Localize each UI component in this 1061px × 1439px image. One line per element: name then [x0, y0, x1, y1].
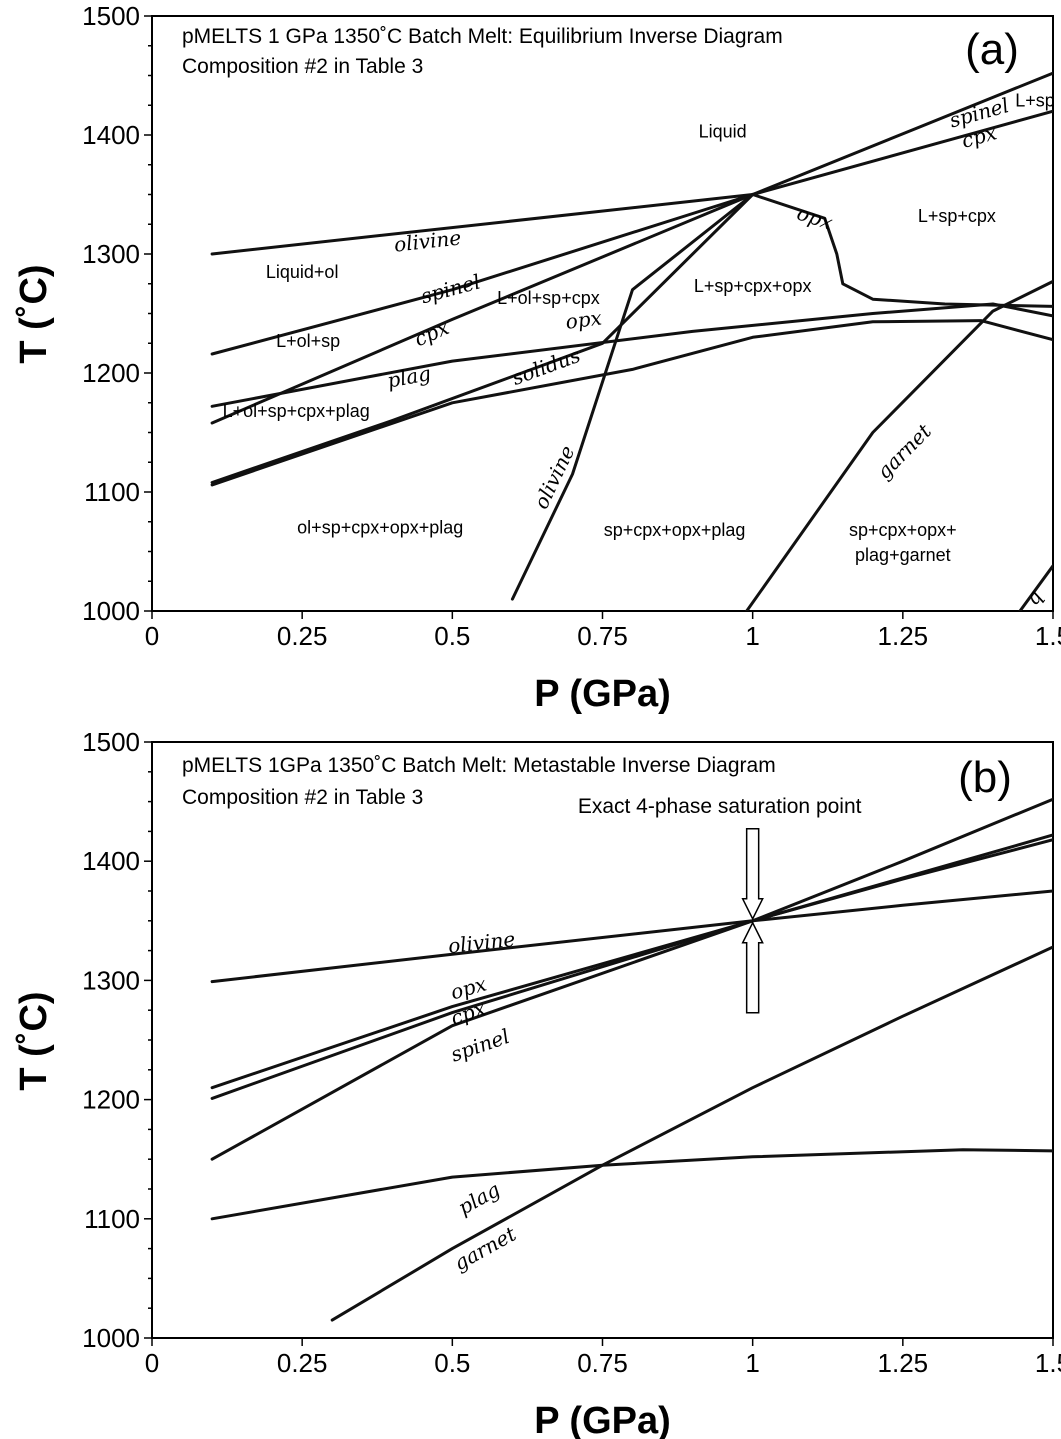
chart-title: pMELTS 1 GPa 1350˚C Batch Melt: Equilibr… — [182, 25, 783, 48]
y-axis-title: T (˚C) — [13, 991, 55, 1090]
phase-boundary-curve — [210, 193, 755, 256]
y-tick-label: 1200 — [82, 358, 140, 388]
y-axis-title: T (˚C) — [13, 264, 55, 363]
x-tick-label: 0.75 — [577, 1348, 628, 1378]
x-tick-label: 0.25 — [277, 621, 328, 651]
phase-boundary-curve — [210, 319, 1053, 487]
field-label: plag+garnet — [855, 545, 951, 565]
field-label: L+sp — [1015, 90, 1055, 110]
curve-label: opx — [564, 306, 603, 334]
curve-label: opx — [794, 201, 836, 235]
phase-boundary-curve — [210, 193, 755, 356]
phase-boundary-cpx — [210, 838, 1053, 1100]
panel-b: 1000 1100 1200 1300 1400 1500 0 0.25 0.5 0.75 1 1.2… — [13, 727, 1061, 1439]
x-axis-title: P (GPa) — [534, 1400, 671, 1439]
curve-label: plag — [454, 1177, 504, 1219]
y-tick-label: 1100 — [84, 477, 140, 507]
y-tick-label: 1400 — [82, 846, 140, 876]
chart-title: pMELTS 1GPa 1350˚C Batch Melt: Metastabl… — [182, 754, 776, 777]
curve-label: olivine — [393, 225, 462, 256]
phase-boundary-curve — [751, 71, 1053, 196]
field-label: ol+sp+cpx+opx+plag — [297, 518, 463, 538]
phase-boundary-curve — [510, 193, 755, 601]
phase-boundary-curve — [1018, 564, 1053, 611]
x-tick-label: 1.5 — [1035, 1348, 1061, 1378]
phase-boundary-curve — [210, 193, 755, 425]
y-tick-label: 1200 — [82, 1085, 140, 1115]
phase-boundary-curve — [210, 193, 755, 484]
x-tick-label: 0.25 — [277, 1348, 328, 1378]
x-tick-label: 0.5 — [434, 1348, 470, 1378]
x-tick-label: 1.25 — [878, 1348, 929, 1378]
phase-boundary-plag — [210, 1148, 1053, 1221]
chart-subtitle: Composition #2 in Table 3 — [182, 786, 423, 809]
annotation-label: Exact 4-phase saturation point — [578, 795, 862, 818]
field-label: Liquid+ol — [266, 262, 339, 282]
x-tick-label: 0 — [145, 621, 159, 651]
panel-tag: (a) — [965, 25, 1019, 74]
x-tick-label: 1 — [745, 1348, 759, 1378]
curve-label: spinel — [418, 269, 483, 308]
field-label: sp+cpx+opx+plag — [604, 520, 746, 540]
phase-boundary-olivine — [210, 889, 1053, 984]
x-axis-title: P (GPa) — [534, 673, 671, 715]
field-label: Liquid — [699, 121, 747, 141]
x-tick-label: 1.5 — [1035, 621, 1061, 651]
x-tick-label: 0 — [145, 1348, 159, 1378]
phase-boundary-curve — [745, 279, 1053, 611]
field-label: sp+cpx+opx+ — [849, 520, 957, 540]
field-label: L+ol+sp+cpx — [497, 288, 600, 308]
x-tick-label: 1 — [745, 621, 759, 651]
phase-boundary-curve — [751, 109, 1053, 196]
y-tick-label: 1500 — [82, 1, 140, 31]
chart-subtitle: Composition #2 in Table 3 — [182, 55, 423, 78]
x-tick-label: 0.75 — [577, 621, 628, 651]
y-tick-label: 1400 — [82, 120, 140, 150]
panel-a: 1000 1100 1200 1300 1400 1500 0 0.25 0.5 0.75 1 1.2… — [13, 1, 1061, 715]
y-tick-label: 1000 — [82, 596, 140, 626]
curve-label: garnet — [872, 418, 937, 483]
arrow-up-icon — [741, 921, 764, 1014]
curve-label: plag — [385, 361, 433, 393]
phase-boundary-garnet — [330, 945, 1053, 1322]
y-tick-label: 1300 — [82, 239, 140, 269]
x-tick-label: 0.5 — [434, 621, 470, 651]
y-tick-label: 1100 — [84, 1204, 140, 1234]
curves — [210, 71, 1053, 611]
field-label: L+sp+cpx — [918, 206, 996, 226]
x-tick-label: 1.25 — [878, 621, 929, 651]
field-label: L+ol+sp — [276, 331, 340, 351]
curve-label: olivine — [447, 927, 516, 958]
plot-frame — [151, 741, 1054, 1339]
phase-boundary-spinel — [210, 797, 1053, 1161]
y-tick-label: 1300 — [82, 965, 140, 995]
field-label: L+sp+cpx+opx — [694, 276, 812, 296]
phase-boundary-curve — [751, 193, 1053, 308]
y-tick-label: 1500 — [82, 727, 140, 757]
curve-label: spinel — [448, 1024, 513, 1067]
curves — [210, 797, 1053, 1322]
arrow-down-icon — [741, 828, 764, 921]
field-label: L+ol+sp+cpx+plag — [223, 401, 370, 421]
panel-tag: (b) — [958, 753, 1012, 802]
y-tick-label: 1000 — [82, 1323, 140, 1353]
